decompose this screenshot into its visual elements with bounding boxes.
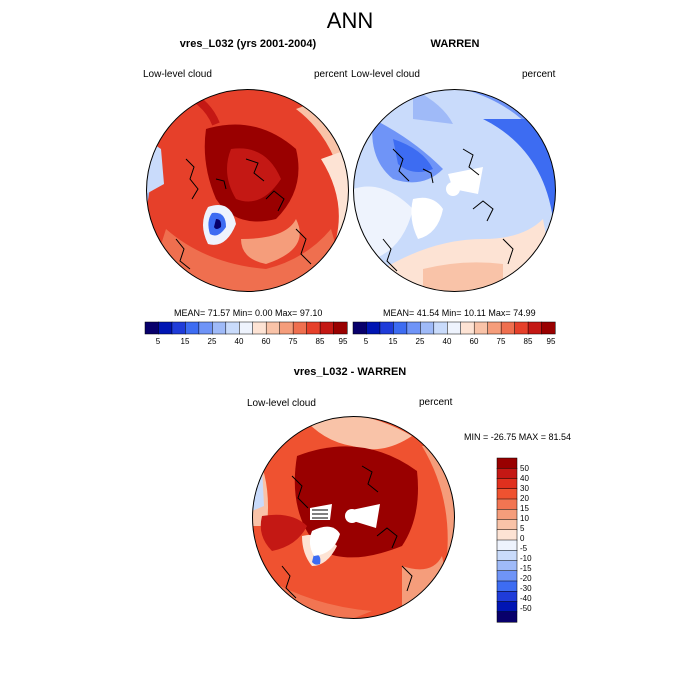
colorbar-swatch xyxy=(265,321,281,335)
colorbar-tick-label: 5 xyxy=(520,524,525,533)
figure-title: ANN xyxy=(326,8,374,33)
diff-stats: MIN = -26.75 MAX = 81.54 xyxy=(464,432,572,442)
colorbar-swatch xyxy=(496,601,518,613)
colorbar-swatch xyxy=(252,321,267,335)
colorbar-difference xyxy=(496,457,518,623)
panel-model-units-label: percent xyxy=(314,69,348,80)
colorbar-swatch xyxy=(447,321,462,335)
colorbar-tick-label: 40 xyxy=(234,337,244,346)
polar-map-difference xyxy=(252,416,455,619)
colorbar-swatch xyxy=(496,550,518,562)
colorbar-swatch xyxy=(393,321,408,335)
colorbar-swatch xyxy=(496,457,518,469)
panel-model-stats: MEAN= 71.57 Min= 0.00 Max= 97.10 xyxy=(174,308,323,318)
colorbar-swatch xyxy=(292,321,308,335)
colorbar-tick-label: 75 xyxy=(496,337,506,346)
colorbar-swatch xyxy=(333,321,348,335)
colorbar-swatch xyxy=(239,321,254,335)
panel-obs-stats: MEAN= 41.54 Min= 10.11 Max= 74.99 xyxy=(383,308,536,318)
colorbar-swatch xyxy=(185,321,200,335)
colorbar-difference-labels: 50 40 30 20 15 10 5 0 -5 -10 -15 -20 -30… xyxy=(520,458,560,622)
colorbar-tick-label: 30 xyxy=(520,484,529,493)
colorbar-tick-label: 10 xyxy=(520,514,529,523)
colorbar-swatch xyxy=(496,488,518,500)
colorbar-swatch xyxy=(496,519,518,531)
colorbar-tick-label: 15 xyxy=(520,504,529,513)
panel-obs-units-label: percent xyxy=(522,69,556,80)
colorbar-tick-label: 40 xyxy=(520,474,529,483)
colorbar-tick-label: 60 xyxy=(261,337,271,346)
colorbar-swatch xyxy=(514,321,529,335)
panel-title-model: vres_L032 (yrs 2001-2004) xyxy=(179,38,317,50)
colorbar-tick-label: 95 xyxy=(546,337,556,346)
colorbar-tick-label: -20 xyxy=(520,574,532,583)
colorbar-swatch xyxy=(496,509,518,521)
colorbar-swatch xyxy=(496,498,518,510)
panel-model-variable-label: Low-level cloud xyxy=(143,69,212,80)
colorbar-tick-label: 85 xyxy=(315,337,325,346)
colorbar-obs xyxy=(352,321,556,335)
colorbar-swatch xyxy=(433,321,448,335)
colorbar-swatch xyxy=(473,321,489,335)
polar-map-model xyxy=(146,89,349,292)
colorbar-model-labels: 5 15 25 40 60 75 85 95 xyxy=(145,337,348,349)
colorbar-tick-label: 5 xyxy=(155,337,161,346)
colorbar-tick-label: 50 xyxy=(520,464,529,473)
colorbar-tick-label: -10 xyxy=(520,554,532,563)
colorbar-tick-label: -5 xyxy=(520,544,528,553)
colorbar-swatch xyxy=(496,539,518,551)
colorbar-swatch xyxy=(496,570,518,582)
colorbar-swatch xyxy=(366,321,381,335)
colorbar-swatch xyxy=(379,321,394,335)
colorbar-swatch xyxy=(460,321,475,335)
colorbar-swatch xyxy=(158,321,173,335)
colorbar-model xyxy=(144,321,348,335)
colorbar-swatch xyxy=(496,591,518,603)
colorbar-tick-label: 60 xyxy=(469,337,479,346)
colorbar-swatch xyxy=(420,321,435,335)
colorbar-swatch xyxy=(496,611,518,623)
colorbar-tick-label: 85 xyxy=(523,337,533,346)
colorbar-tick-label: 75 xyxy=(288,337,298,346)
colorbar-swatch xyxy=(306,321,321,335)
colorbar-swatch xyxy=(144,321,160,335)
panel-title-obs: WARREN xyxy=(430,38,480,50)
colorbar-tick-label: 95 xyxy=(338,337,348,346)
colorbar-swatch xyxy=(319,321,335,335)
colorbar-tick-label: 15 xyxy=(388,337,398,346)
colorbar-swatch xyxy=(212,321,227,335)
colorbar-tick-label: 0 xyxy=(520,534,525,543)
polar-map-obs xyxy=(353,89,556,292)
colorbar-swatch xyxy=(496,560,518,572)
colorbar-swatch xyxy=(487,321,502,335)
colorbar-tick-label: 25 xyxy=(207,337,217,346)
colorbar-swatch xyxy=(541,321,556,335)
colorbar-tick-label: -15 xyxy=(520,564,532,573)
diff-units-label: percent xyxy=(419,397,453,408)
colorbar-swatch xyxy=(406,321,421,335)
diff-variable-label: Low-level cloud xyxy=(247,398,316,409)
panel-obs-variable-label: Low-level cloud xyxy=(351,69,420,80)
colorbar-tick-label: -50 xyxy=(520,604,532,613)
colorbar-swatch xyxy=(527,321,543,335)
colorbar-tick-label: 20 xyxy=(520,494,529,503)
colorbar-swatch xyxy=(225,321,240,335)
colorbar-swatch xyxy=(171,321,186,335)
colorbar-swatch xyxy=(496,529,518,541)
colorbar-swatch xyxy=(279,321,294,335)
colorbar-tick-label: 40 xyxy=(442,337,452,346)
colorbar-swatch xyxy=(352,321,368,335)
colorbar-tick-label: -30 xyxy=(520,584,532,593)
colorbar-tick-label: 25 xyxy=(415,337,425,346)
colorbar-swatch xyxy=(198,321,213,335)
colorbar-tick-label: 15 xyxy=(180,337,190,346)
colorbar-tick-label: -40 xyxy=(520,594,532,603)
diff-panel-title: vres_L032 - WARREN xyxy=(293,366,407,378)
colorbar-obs-labels: 5 15 25 40 60 75 85 95 xyxy=(353,337,556,349)
colorbar-swatch xyxy=(500,321,516,335)
colorbar-swatch xyxy=(496,580,518,592)
colorbar-swatch xyxy=(496,468,518,480)
colorbar-swatch xyxy=(496,478,518,490)
colorbar-tick-label: 5 xyxy=(363,337,369,346)
